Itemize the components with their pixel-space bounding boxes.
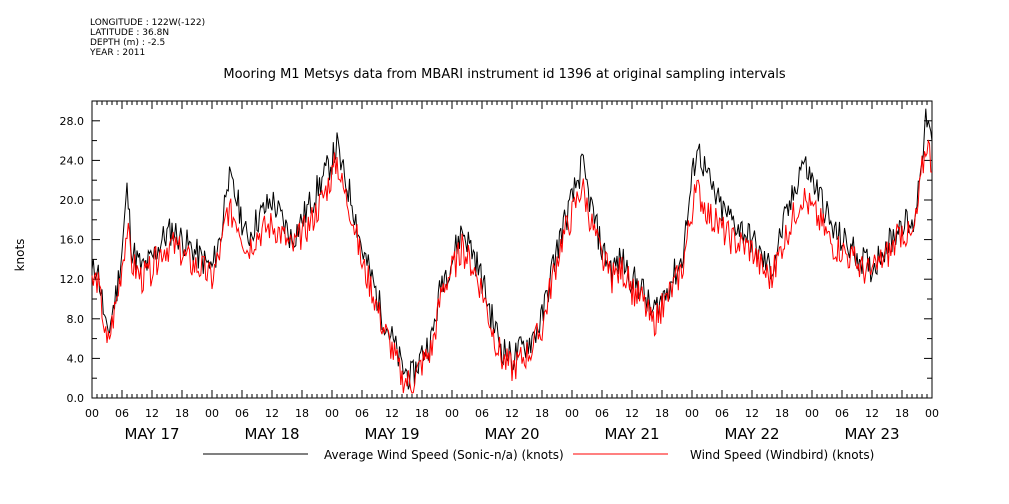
x-tick-label: 00 (565, 407, 579, 420)
x-tick-label: 06 (835, 407, 849, 420)
y-tick-label: 28.0 (60, 115, 85, 128)
x-tick-label: 06 (235, 407, 249, 420)
legend-sonic-label: Average Wind Speed (Sonic-n/a) (knots) (324, 448, 564, 462)
year-text: YEAR : 2011 (90, 48, 146, 58)
y-tick-label: 20.0 (60, 194, 85, 207)
x-tick-label: 00 (325, 407, 339, 420)
x-tick-label: 00 (685, 407, 699, 420)
x-tick-label: 18 (655, 407, 669, 420)
x-tick-label: 18 (535, 407, 549, 420)
x-tick-label: 12 (865, 407, 879, 420)
longitude-text: LONGITUDE : 122W(-122) (90, 18, 206, 28)
x-tick-label: 00 (925, 407, 939, 420)
x-tick-label: 00 (445, 407, 459, 420)
x-tick-label: 18 (775, 407, 789, 420)
x-day-label: MAY 18 (244, 425, 299, 443)
x-tick-label: 18 (895, 407, 909, 420)
x-axis: 00 06 12 18 00 06 12 18 00 06 12 18 00 06 12 18 00 06 12 18… (85, 101, 939, 443)
x-tick-label: 00 (85, 407, 99, 420)
x-day-label: MAY 17 (124, 425, 179, 443)
station-metadata: LONGITUDE : 122W(-122) LATITUDE : 36.8N … (90, 18, 205, 58)
x-tick-label: 18 (415, 407, 429, 420)
x-tick-label: 12 (265, 407, 279, 420)
legend-windbird-label: Wind Speed (Windbird) (knots) (690, 448, 874, 462)
x-tick-label: 12 (505, 407, 519, 420)
x-day-label: MAY 22 (724, 425, 779, 443)
series-group (91, 108, 933, 394)
x-day-label: MAY 20 (484, 425, 539, 443)
x-tick-label: 00 (805, 407, 819, 420)
x-tick-label: 18 (295, 407, 309, 420)
x-day-label: MAY 23 (844, 425, 899, 443)
series-sonic-line (91, 108, 933, 390)
y-tick-label: 12.0 (60, 273, 85, 286)
x-tick-label: 06 (715, 407, 729, 420)
y-tick-label: 16.0 (60, 234, 85, 247)
y-tick-label: 8.0 (67, 313, 85, 326)
x-day-label: MAY 21 (604, 425, 659, 443)
y-tick-label: 0.0 (67, 392, 85, 405)
x-tick-label: 06 (115, 407, 129, 420)
plot-frame (91, 100, 933, 399)
x-tick-label: 12 (745, 407, 759, 420)
y-tick-label: 4.0 (67, 352, 85, 365)
x-tick-label: 06 (355, 407, 369, 420)
plot-border (91, 100, 933, 399)
chart-title: Mooring M1 Metsys data from MBARI instru… (223, 67, 786, 82)
x-tick-label: 06 (595, 407, 609, 420)
x-tick-label: 06 (475, 407, 489, 420)
latitude-text: LATITUDE : 36.8N (90, 28, 170, 38)
series-windbird-line (91, 139, 933, 394)
x-tick-label: 12 (145, 407, 159, 420)
y-tick-label: 24.0 (60, 154, 85, 167)
x-tick-label: 00 (205, 407, 219, 420)
x-tick-label: 18 (175, 407, 189, 420)
x-tick-label: 12 (385, 407, 399, 420)
depth-text: DEPTH (m) : -2.5 (90, 38, 166, 48)
legend: Average Wind Speed (Sonic-n/a) (knots) W… (203, 448, 874, 462)
y-axis: 0.0 4.0 8.0 12.0 16.0 20.0 24.0 28.0 (60, 100, 932, 405)
x-tick-label: 12 (625, 407, 639, 420)
x-day-label: MAY 19 (364, 425, 419, 443)
